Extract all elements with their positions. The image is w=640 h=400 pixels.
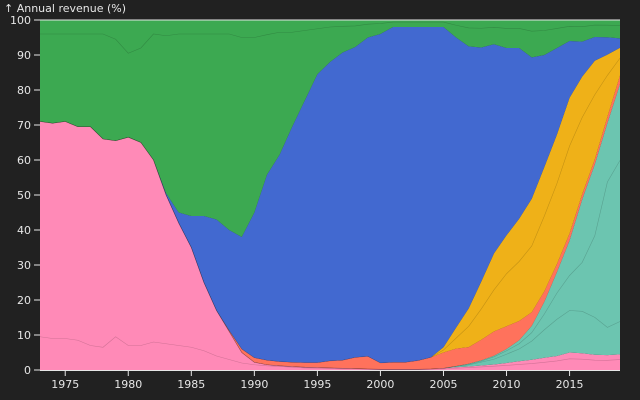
sub-line-5-0 xyxy=(40,21,621,54)
y-tick-label-20: 20 xyxy=(17,294,31,307)
sub-line-3-0 xyxy=(39,57,621,364)
sub-line-0-0 xyxy=(39,336,621,370)
y-tick-label-100: 100 xyxy=(10,14,31,27)
y-tick-label-90: 90 xyxy=(17,49,31,62)
sub-line-1-0 xyxy=(39,121,621,370)
y-tick-label-60: 60 xyxy=(17,154,31,167)
y-tick-label-10: 10 xyxy=(17,329,31,342)
y-tick-label-30: 30 xyxy=(17,259,31,272)
y-axis: 0 10 20 30 40 50 60 70 80 90 100 xyxy=(10,14,40,377)
x-tick-label-2010: 2010 xyxy=(493,378,521,391)
area-layers xyxy=(40,20,620,370)
area-series-4 xyxy=(40,27,620,363)
y-tick-label-70: 70 xyxy=(17,119,31,132)
x-tick-label-1975: 1975 xyxy=(51,378,79,391)
x-tick-label-1995: 1995 xyxy=(303,378,331,391)
area-series-1 xyxy=(40,84,620,370)
x-tick-label-1985: 1985 xyxy=(177,378,205,391)
x-tick-label-1990: 1990 xyxy=(240,378,268,391)
area-series-0 xyxy=(40,121,620,370)
area-sub-lines xyxy=(39,21,621,370)
y-tick-label-0: 0 xyxy=(24,364,31,377)
area-series-5 xyxy=(40,20,620,237)
y-axis-title: ↑ Annual revenue (%) xyxy=(4,2,126,15)
y-tick-label-50: 50 xyxy=(17,189,31,202)
x-tick-label-1980: 1980 xyxy=(114,378,142,391)
x-axis: 1975 1980 1985 1990 1995 2000 2005 2010 2015 xyxy=(40,370,620,391)
y-tick-label-40: 40 xyxy=(17,224,31,237)
y-tick-label-80: 80 xyxy=(17,84,31,97)
x-tick-label-2005: 2005 xyxy=(429,378,457,391)
sub-line-1-1 xyxy=(39,121,621,370)
x-tick-label-2000: 2000 xyxy=(366,378,394,391)
x-tick-label-2015: 2015 xyxy=(556,378,584,391)
